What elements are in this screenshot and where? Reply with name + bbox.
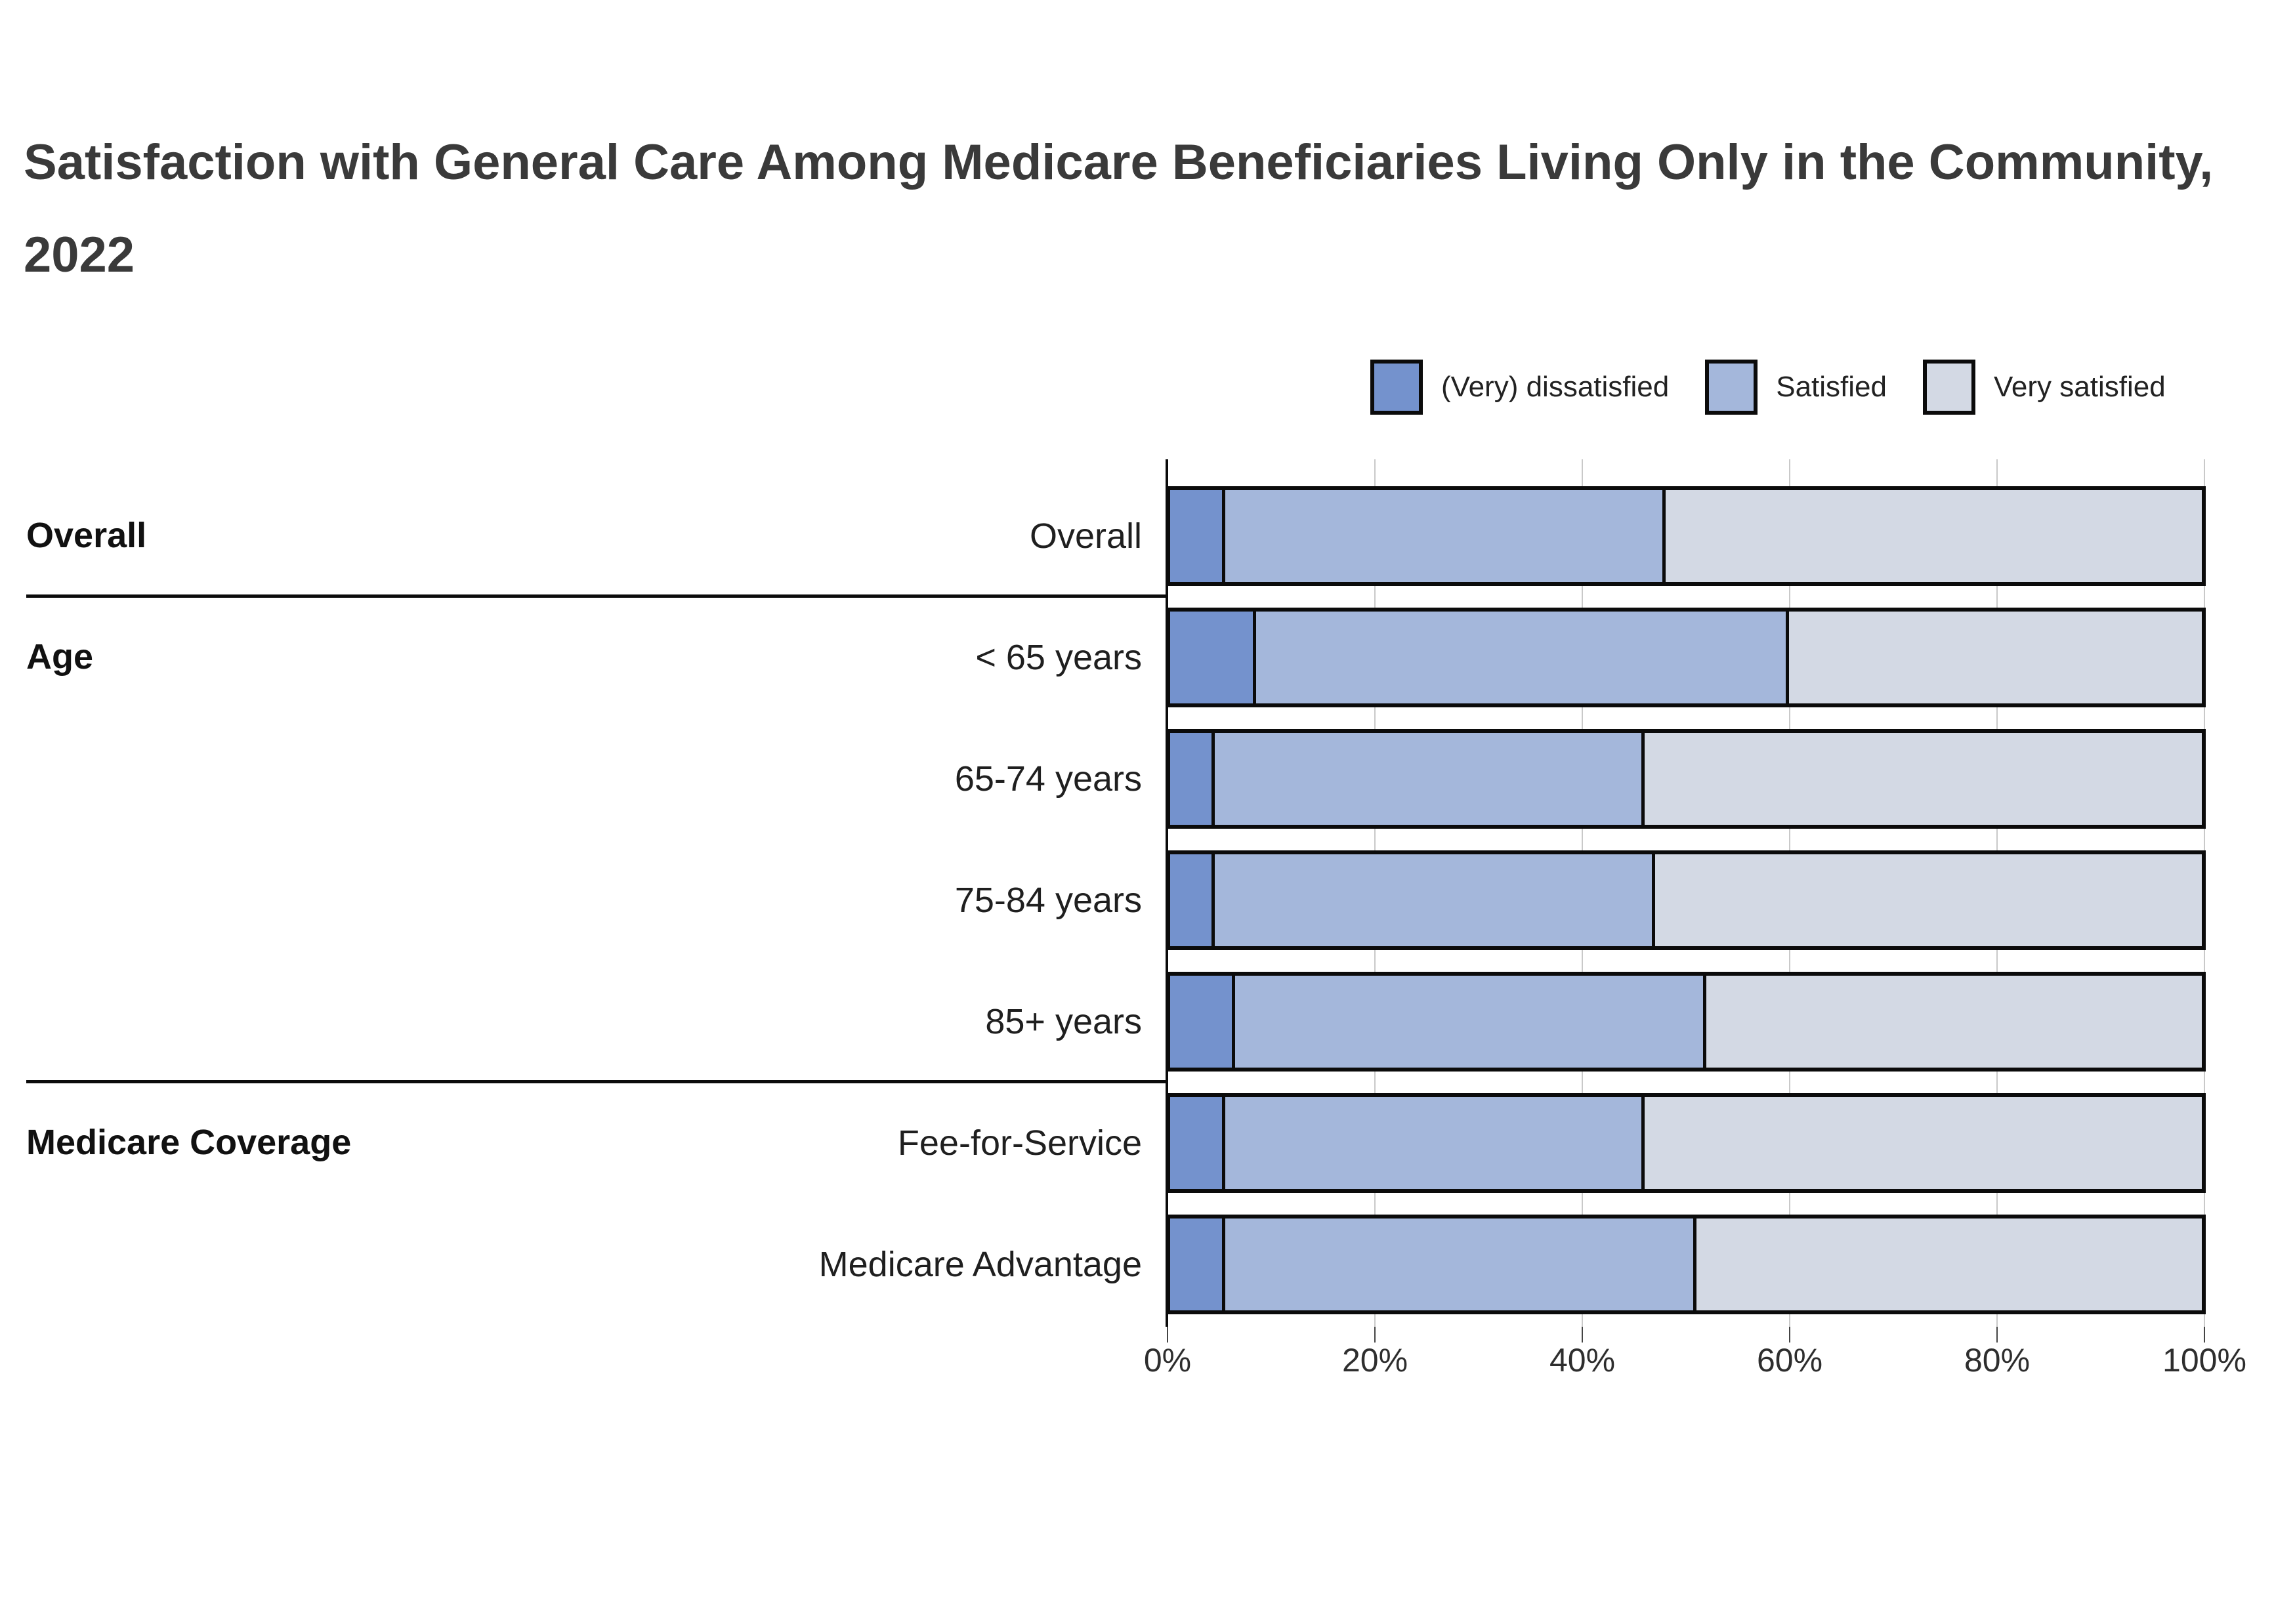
bar-segment — [1170, 854, 1211, 946]
axis-tick-label: 40% — [1549, 1342, 1616, 1379]
bar-segment — [1665, 490, 2202, 582]
bar-segment — [1645, 1097, 2202, 1189]
bar-segment — [1170, 1097, 1222, 1189]
stacked-bar--65-years — [1166, 608, 2206, 707]
legend-item-dissatisfied: (Very) dissatisfied — [1370, 360, 1669, 415]
row-label: 65-74 years — [954, 759, 1142, 799]
axis-tick-label: 80% — [1964, 1342, 2031, 1379]
bar-segment — [1170, 733, 1211, 825]
stacked-bar-overall — [1166, 486, 2206, 586]
legend-label: (Very) dissatisfied — [1441, 371, 1670, 403]
group-label: Age — [26, 637, 94, 677]
row-label: Overall — [1029, 516, 1142, 556]
axis-tick-mark — [1996, 1327, 1998, 1343]
row-label: 75-84 years — [954, 881, 1142, 920]
chart-title: Satisfaction with General Care Among Med… — [24, 135, 2214, 283]
bar-segment — [1170, 490, 1222, 582]
group-label: Overall — [26, 516, 147, 555]
bar-segment — [1170, 1218, 1222, 1310]
stacked-bar-medicare-advantage — [1166, 1215, 2206, 1314]
row-label: < 65 years — [975, 638, 1142, 677]
axis-tick-label: 100% — [2162, 1342, 2246, 1379]
legend-label: Very satisfied — [1994, 371, 2166, 403]
axis-tick-mark — [1789, 1327, 1790, 1343]
bar-segment — [1696, 1218, 2202, 1310]
legend-item-satisfied: Satisfied — [1705, 360, 1887, 415]
axis-tick-mark — [1582, 1327, 1583, 1343]
bar-segment — [1221, 490, 1666, 582]
bar-segment — [1706, 976, 2202, 1068]
group-separator-line — [26, 594, 1166, 598]
stacked-bar-fee-for-service — [1166, 1093, 2206, 1193]
legend-swatch-satisfied — [1705, 360, 1758, 415]
bar-segment — [1221, 1097, 1645, 1189]
axis-tick-mark — [1167, 1327, 1168, 1343]
legend-swatch-very-satisfied — [1923, 360, 1975, 415]
group-label: Medicare Coverage — [26, 1123, 352, 1162]
legend-swatch-dissatisfied — [1370, 360, 1423, 415]
axis-tick-label: 20% — [1341, 1342, 1408, 1379]
group-separator-line — [26, 1080, 1166, 1083]
legend-label: Satisfied — [1776, 371, 1887, 403]
bar-segment — [1232, 976, 1707, 1068]
bar-segment — [1252, 612, 1790, 703]
bar-segment — [1645, 733, 2202, 825]
stacked-bar-75-84-years — [1166, 850, 2206, 950]
legend: (Very) dissatisfied Satisfied Very satis… — [1370, 360, 2166, 415]
bar-segment — [1211, 733, 1645, 825]
stacked-bar-85-years — [1166, 972, 2206, 1072]
bar-segment — [1170, 976, 1232, 1068]
bar-segment — [1170, 612, 1253, 703]
bar-segment — [1211, 854, 1655, 946]
bar-segment — [1221, 1218, 1696, 1310]
row-label: Medicare Advantage — [818, 1245, 1142, 1284]
stacked-bar-65-74-years — [1166, 729, 2206, 829]
axis-tick-label: 60% — [1756, 1342, 1823, 1379]
row-label: 85+ years — [985, 1002, 1142, 1041]
axis-tick-mark — [1374, 1327, 1376, 1343]
bar-segment — [1789, 612, 2202, 703]
axis-tick-label: 0% — [1143, 1342, 1192, 1379]
legend-item-very-satisfied: Very satisfied — [1923, 360, 2166, 415]
axis-tick-mark — [2204, 1327, 2205, 1343]
bar-segment — [1654, 854, 2202, 946]
row-label: Fee-for-Service — [897, 1123, 1142, 1163]
